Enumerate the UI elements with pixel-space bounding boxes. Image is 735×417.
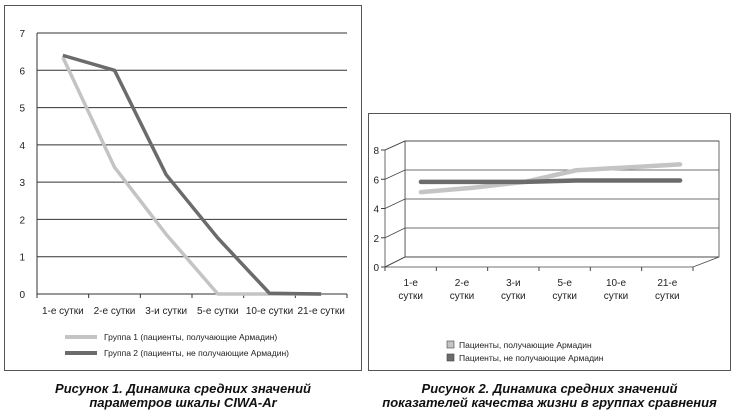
x-tick-label-line-2: сутки <box>398 291 423 302</box>
x-tick-label: 5-е сутки <box>197 306 239 317</box>
chart-2-svg: 0 2 4 6 8 1-е сутки 2-е сутки 3-и сутки 5-е сутки 10-… <box>373 140 720 363</box>
y-tick-label: 2 <box>19 215 25 226</box>
x-tick-label-line-1: 5-е <box>557 278 572 289</box>
chart-2-caption-line-1: Рисунок 2. Динамика средних значений <box>421 381 678 396</box>
gridline <box>384 198 719 209</box>
gridline <box>384 256 719 268</box>
x-tick-label-line-2: сутки <box>501 291 526 302</box>
series-2-line <box>62 53 322 296</box>
y-tick-label: 4 <box>19 141 25 152</box>
chart-2-caption: Рисунок 2. Динамика средних значений пок… <box>366 382 733 410</box>
legend-label: Группа 2 (пациенты, не получающие Армади… <box>104 348 289 358</box>
gridline <box>384 227 719 239</box>
y-tick-label: 7 <box>19 29 25 40</box>
chart-2-caption-line-2: показателей качества жизни в группах сра… <box>382 395 717 410</box>
chart-1-svg: 0 1 2 3 4 5 6 7 1-е сутки 2-е сутки 3-и сутки 5-е с… <box>19 29 348 358</box>
series-1-line <box>61 56 322 296</box>
x-tick-label-line-1: 2-е <box>455 278 470 289</box>
y-tick-label: 0 <box>373 263 379 274</box>
legend-label: Пациенты, не получающие Армадин <box>459 353 604 363</box>
legend-label: Группа 1 (пациенты, получающие Армадин) <box>104 332 277 342</box>
x-tick-label-line-2: сутки <box>552 291 577 302</box>
chart-1-caption-line-2: параметров шкалы CIWA-Ar <box>89 395 277 410</box>
chart-1-caption: Рисунок 1. Динамика средних значений пар… <box>4 382 362 410</box>
y-tick-label: 3 <box>19 178 25 189</box>
x-tick-label-line-2: сутки <box>655 291 680 302</box>
x-tick-label: 21-е сутки <box>297 306 344 317</box>
x-tick-label-line-1: 1-е <box>403 278 418 289</box>
y-tick-label: 2 <box>373 234 379 245</box>
x-tick-label: 1-е сутки <box>42 306 84 317</box>
x-tick-label-line-1: 3-и <box>506 278 520 289</box>
x-tick-label-line-1: 21-е <box>657 278 677 289</box>
chart-2-panel: 0 2 4 6 8 1-е сутки 2-е сутки 3-и сутки 5-е сутки 10-… <box>368 113 731 371</box>
legend-swatch <box>446 340 455 349</box>
x-tick-label-line-2: сутки <box>450 291 475 302</box>
y-tick-label: 6 <box>19 66 25 77</box>
x-tick-label-line-1: 10-е <box>606 278 626 289</box>
y-tick-label: 1 <box>19 253 25 264</box>
y-tick-label: 6 <box>373 175 379 186</box>
chart-1-panel: 0 1 2 3 4 5 6 7 1-е сутки 2-е сутки 3-и сутки 5-е с… <box>4 5 362 371</box>
y-tick-label: 0 <box>19 290 25 301</box>
x-tick-label: 10-е сутки <box>246 306 293 317</box>
legend-swatch <box>446 353 455 362</box>
x-tick-label: 2-е сутки <box>94 306 136 317</box>
gridline <box>384 140 719 151</box>
legend-label: Пациенты, получающие Армадин <box>459 340 592 350</box>
y-tick-label: 5 <box>19 104 25 115</box>
series-2-line <box>418 178 683 185</box>
x-tick-label: 3-и сутки <box>145 306 187 317</box>
y-tick-label: 8 <box>373 146 379 157</box>
y-tick-label: 4 <box>373 205 379 216</box>
chart-1-caption-line-1: Рисунок 1. Динамика средних значений <box>55 381 311 396</box>
floor <box>384 256 720 268</box>
series-1-line <box>418 162 683 195</box>
x-tick-label-line-2: сутки <box>604 291 629 302</box>
